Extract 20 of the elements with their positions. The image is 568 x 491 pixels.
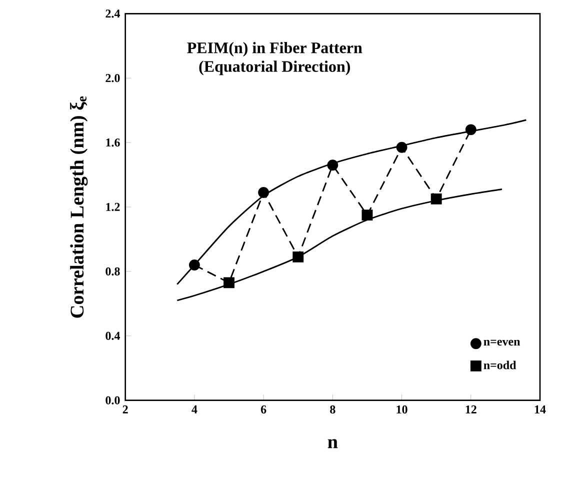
text: (Equatorial Direction) <box>199 60 350 76</box>
x-tick-label: 6 <box>260 405 266 414</box>
text: PEIM(n) in Fiber Pattern <box>187 42 362 56</box>
legend-label: n=even <box>484 340 520 346</box>
y-tick-label: 2.0 <box>106 74 120 82</box>
y-tick-label: 2.4 <box>106 10 120 18</box>
y-tick-label: 0.8 <box>106 267 120 276</box>
y-axis-title: Correlation Length (nm) ξ$_{e}$ <box>70 96 88 318</box>
y-tick-label: 1.2 <box>106 202 120 212</box>
x-tick-label: 8 <box>330 405 336 414</box>
x-tick-label: 4 <box>192 405 198 414</box>
x-axis-title: n <box>328 439 338 448</box>
x-tick-label: 12 <box>466 405 476 414</box>
legend-label: n=odd <box>484 360 516 370</box>
y-tick-label: 0.4 <box>106 332 120 340</box>
y-tick-label: 0.0 <box>106 396 120 404</box>
y-tick-label: 1.6 <box>106 138 120 147</box>
x-tick-label: 10 <box>396 405 408 414</box>
x-tick-label: 14 <box>534 405 546 414</box>
x-tick-label: 2 <box>122 405 128 414</box>
